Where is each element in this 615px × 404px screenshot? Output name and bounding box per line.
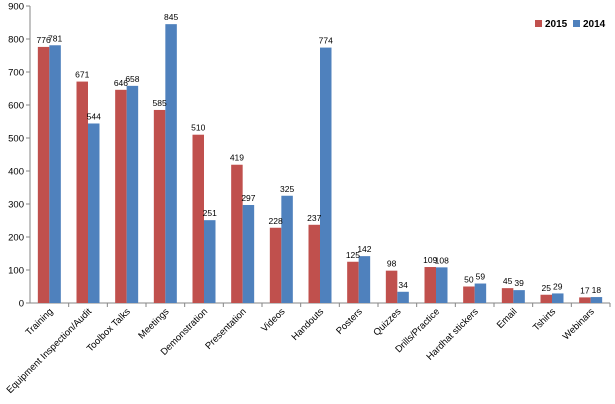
data-label-2014: 325 [280,184,294,194]
bar-2015 [192,134,204,303]
bars [37,24,603,304]
bar-2014 [126,85,139,303]
data-label-2015: 237 [307,213,321,223]
bar-2015 [153,109,166,303]
bar-2015 [579,297,591,303]
y-tick-label: 600 [8,101,24,112]
bar-2014 [88,123,100,303]
x-tick-label: Quizzes [371,306,403,338]
bar-2015 [463,286,475,303]
y-tick-label: 900 [8,2,24,13]
bar-2014 [436,267,448,303]
data-label-2014: 29 [553,281,563,291]
data-label-2015: 17 [580,285,590,295]
bar-2015 [540,294,552,303]
data-label-2014: 142 [357,244,371,254]
bar-2014 [204,220,216,303]
bar-2015 [385,270,398,303]
data-label-2014: 108 [435,255,449,265]
y-tick-label: 0 [19,299,24,310]
bar-2015 [37,46,50,304]
data-label-2015: 25 [542,283,552,293]
y-tick-label: 500 [8,134,24,145]
data-label-2014: 845 [164,12,178,22]
data-label-2014: 658 [125,74,139,84]
bar-2014 [281,195,293,303]
data-label-2014: 774 [319,36,333,46]
x-tick-label: Training [24,306,56,338]
x-tick-label: Email [495,306,520,331]
bar-2015 [424,267,436,303]
bar-2014 [49,45,61,304]
data-label-2015: 50 [464,275,474,285]
bar-2014 [242,204,255,303]
bar-2014 [320,47,332,303]
y-tick-label: 700 [8,68,24,79]
data-label-2014: 544 [87,111,101,121]
y-tick-label: 100 [8,266,24,277]
data-label-2014: 18 [592,285,602,295]
bar-2015 [501,288,514,303]
x-tick-label: Handouts [290,306,327,343]
bar-2015 [308,224,320,303]
bar-2014 [590,297,603,303]
bar-2015 [115,89,127,303]
bar-2014 [397,291,409,303]
data-label-2015: 510 [191,123,205,133]
bar-2015 [269,227,282,303]
y-tick-label: 800 [8,35,24,46]
data-label-2015: 125 [346,250,360,260]
bar-2014 [552,293,564,303]
x-tick-label: Videos [259,306,287,334]
bar-2014 [513,290,525,303]
x-tick-label: Tshirts [531,306,558,333]
bar-2014 [474,283,487,303]
legend-label-2014: 2014 [583,19,606,30]
data-label-2015: 228 [268,216,282,226]
data-label-2015: 109 [423,255,437,265]
y-tick-label: 400 [8,167,24,178]
data-label-2014: 34 [398,280,408,290]
data-label-2015: 419 [230,153,244,163]
data-label-2014: 297 [241,193,255,203]
legend-swatch-2014 [573,20,580,27]
legend: 2015 2014 [535,19,606,30]
data-label-2014: 39 [514,278,524,288]
legend-label-2015: 2015 [545,19,568,30]
data-label-2015: 776 [36,35,50,45]
x-tick-label: Meetings [136,306,171,341]
bar-2015 [76,81,88,303]
data-label-2015: 585 [152,98,166,108]
bar-2014 [358,256,371,303]
x-tick-label: Presentation [203,306,248,351]
data-label-2014: 781 [48,33,62,43]
data-label-2014: 59 [476,272,486,282]
y-tick-label: 200 [8,233,24,244]
legend-swatch-2015 [535,20,542,27]
data-label-2015: 98 [387,259,397,269]
bar-2014 [165,24,177,304]
bar-2015 [231,164,243,303]
x-tick-label: Webinars [561,306,597,342]
x-tick-label: Posters [334,306,365,337]
data-label-2014: 251 [203,208,217,218]
data-label-2015: 646 [114,78,128,88]
data-label-2015: 45 [503,276,513,286]
data-label-2015: 671 [75,70,89,80]
y-tick-label: 300 [8,200,24,211]
bar-2015 [347,261,359,303]
